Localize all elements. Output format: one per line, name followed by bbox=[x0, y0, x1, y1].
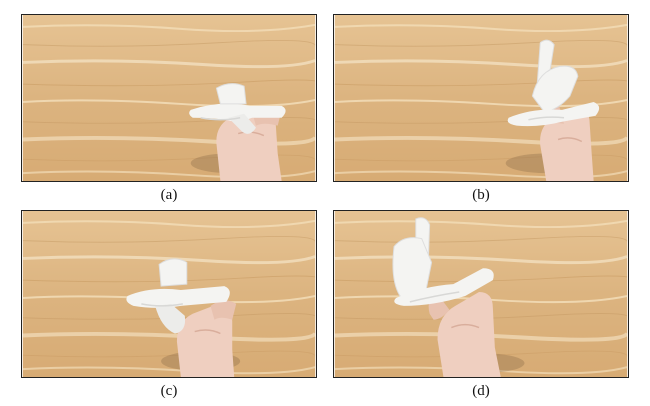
caption-a: (a) bbox=[160, 187, 178, 203]
photo-d bbox=[334, 211, 628, 377]
photo-panel-b bbox=[333, 14, 629, 182]
photo-c bbox=[22, 211, 316, 377]
photo-panel-a bbox=[21, 14, 317, 182]
white-3d-printed-object bbox=[392, 217, 494, 306]
hand bbox=[176, 300, 237, 377]
white-3d-printed-object bbox=[507, 39, 600, 127]
white-3d-printed-object bbox=[126, 258, 230, 334]
photo-b bbox=[334, 15, 628, 181]
caption-d: (d) bbox=[472, 383, 490, 399]
photo-panel-d bbox=[333, 210, 629, 378]
caption-c: (c) bbox=[160, 383, 178, 399]
photo-panel-c bbox=[21, 210, 317, 378]
white-3d-printed-object bbox=[189, 83, 286, 134]
photo-a bbox=[22, 15, 316, 181]
caption-b: (b) bbox=[472, 187, 490, 203]
